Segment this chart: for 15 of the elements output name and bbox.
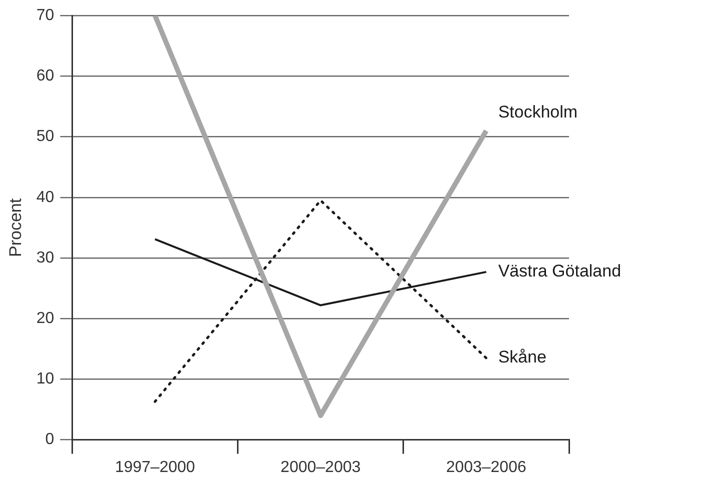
x-tick-label: 2003–2006 — [446, 458, 526, 476]
y-tick-label: 0 — [45, 431, 54, 448]
series-label: Västra Götaland — [498, 262, 622, 281]
y-tick-label: 40 — [36, 188, 54, 206]
y-tick-label: 30 — [36, 249, 54, 266]
y-tick-label: 70 — [36, 7, 54, 24]
y-tick-label: 60 — [36, 68, 54, 85]
x-tick-label: 1997–2000 — [114, 458, 196, 476]
series-label: Stockholm — [498, 102, 578, 122]
y-tick-label: 10 — [36, 370, 54, 388]
x-tick-label: 2000–2003 — [280, 458, 361, 476]
y-tick-label: 20 — [36, 310, 54, 328]
series-label: Skåne — [498, 348, 546, 367]
y-axis-title: Procent — [6, 198, 25, 257]
y-tick-label: 50 — [36, 128, 54, 146]
